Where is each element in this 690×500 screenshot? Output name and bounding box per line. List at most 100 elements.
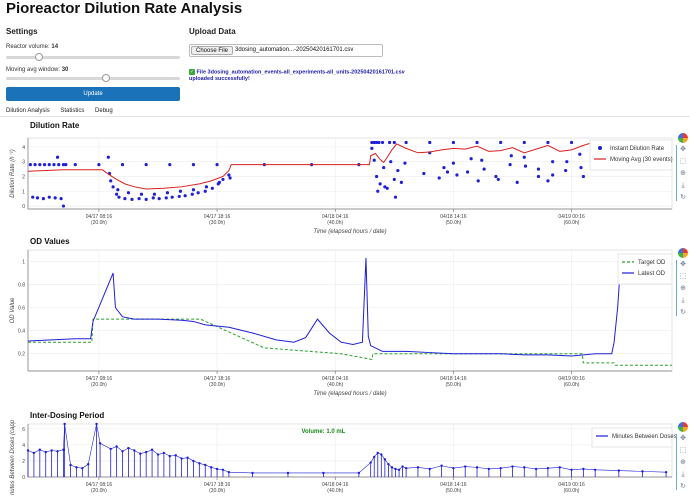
data-point (451, 140, 455, 145)
upload-success-message: ✓ File 3dosing_automation_events-all_exp… (189, 69, 419, 83)
moving-avg-window-slider-handle[interactable] (102, 74, 111, 82)
reset-icon[interactable]: ↻ (680, 309, 686, 316)
reactor-volume-slider-handle[interactable] (35, 53, 44, 61)
data-point (120, 163, 125, 167)
data-point (190, 192, 194, 196)
legend-box (617, 253, 673, 285)
data-point (164, 196, 168, 200)
data-point (451, 161, 455, 165)
data-point (494, 174, 498, 179)
y-tick-label: 2 (22, 174, 25, 180)
tab-bar: Dilution Analysis Statistics Debug (6, 108, 122, 114)
data-point (396, 168, 400, 173)
legend-box (591, 427, 673, 448)
bokeh-logo-icon (678, 422, 688, 432)
box-zoom-icon[interactable]: ⬚ (679, 273, 687, 280)
data-point (196, 191, 200, 195)
moving-avg-window-slider[interactable] (6, 74, 180, 82)
box-zoom-icon[interactable]: ⬚ (679, 447, 687, 454)
dilution-rate-chart-svg[interactable]: 0 1 2 3 4 04/17 08:16(20.0h) 04/17 18:16(30.0h… (0, 130, 676, 235)
choose-file-button[interactable]: Choose File (191, 46, 234, 55)
save-icon[interactable]: ⤓ (681, 182, 685, 189)
plot-area (27, 137, 673, 210)
data-point (61, 204, 66, 208)
data-point (168, 163, 172, 167)
y-tick-label: 0 (22, 204, 25, 210)
inter-dosing-chart-title: Inter-Dosing Period (30, 411, 105, 420)
y-tick-label: 0.8 (18, 283, 25, 289)
data-point (579, 165, 583, 170)
reactor-volume-slider-track[interactable] (6, 56, 180, 59)
tab-dilution-analysis[interactable]: Dilution Analysis (6, 108, 50, 114)
data-point (428, 140, 432, 145)
x-tick-hours: (20.0h) (91, 382, 107, 388)
moving-avg-window-slider-track[interactable] (6, 77, 180, 80)
data-point (41, 197, 45, 201)
x-tick-hours: (30.0h) (209, 220, 225, 226)
x-tick-date: 04/19 00:16 (558, 214, 585, 220)
data-point (59, 197, 63, 201)
wheel-zoom-icon[interactable]: ⊕ (680, 170, 686, 177)
data-point (422, 171, 426, 176)
x-tick-date: 04/18 14:16 (440, 482, 467, 488)
data-point (57, 163, 61, 167)
data-point (480, 158, 484, 162)
y-tick-label: 3 (22, 160, 25, 166)
file-input[interactable]: Choose File 3dosing_automation...-202504… (189, 44, 383, 57)
pan-icon[interactable]: ✥ (680, 146, 686, 153)
settings-heading: Settings (6, 27, 38, 36)
data-point (515, 180, 519, 184)
data-point (144, 197, 148, 201)
update-button[interactable]: Update (6, 87, 180, 101)
wheel-zoom-icon[interactable]: ⊕ (680, 285, 686, 292)
legend-label: Moving Avg (30 events) (610, 157, 673, 163)
data-point (117, 195, 121, 199)
reset-icon[interactable]: ↻ (680, 194, 686, 201)
x-tick-hours: (30.0h) (209, 488, 225, 494)
pan-icon[interactable]: ✥ (680, 261, 686, 268)
x-tick-hours: (50.0h) (445, 220, 461, 226)
data-point (227, 173, 231, 177)
data-point (177, 194, 181, 199)
data-point (393, 195, 398, 199)
bokeh-logo-icon (678, 133, 688, 143)
toolbar-active-indicator (676, 434, 677, 490)
data-point (215, 163, 219, 167)
tab-debug[interactable]: Debug (95, 108, 113, 114)
od-values-chart-svg[interactable]: 0.2 0.4 0.6 0.8 1 04/17 08:16(20.0h) 04/17 18:… (0, 246, 676, 406)
od-values-toolbar: ✥ ⬚ ⊕ ⤓ ↻ (676, 246, 690, 321)
reset-icon[interactable]: ↻ (680, 483, 686, 490)
data-point (47, 195, 51, 199)
data-point (546, 140, 550, 145)
data-point (522, 140, 526, 145)
data-point (42, 163, 47, 167)
data-point (106, 155, 110, 159)
inter-dosing-chart-svg[interactable]: 0 2 4 6 04/17 08:16(20.0h) 04/17 18:16(30.0h)… (0, 400, 677, 500)
x-axis-label: Time (elapsed hours / date) (313, 391, 386, 397)
od-values-chart[interactable]: 0.2 0.4 0.6 0.8 1 04/17 08:16 (20.0h) 04/17 18:… (0, 246, 690, 406)
x-tick-hours: (60.0h) (564, 382, 580, 388)
reactor-volume-slider[interactable] (6, 53, 180, 61)
tab-statistics[interactable]: Statistics (60, 108, 85, 114)
upload-heading: Upload Data (189, 27, 236, 36)
data-point (374, 140, 379, 145)
y-tick-label: 0.2 (18, 352, 25, 358)
y-tick-label: 1 (22, 260, 25, 266)
pan-icon[interactable]: ✥ (680, 435, 686, 442)
selected-file-name: 3dosing_automation...-20250420161701.csv (235, 47, 354, 53)
x-tick-date: 04/17 08:16 (86, 376, 113, 382)
inter-dosing-chart[interactable]: 0 2 4 6 04/17 08:16 (20.0h) 04/17 18:16 (30.0h)… (0, 400, 690, 500)
dilution-rate-chart[interactable]: 0 1 2 3 4 04/17 08:16 (20.0h) 04/17 18:16 (30.0h… (0, 130, 690, 235)
series-line (27, 423, 667, 474)
chart-annotation: Volume: 1.0 mL (301, 429, 345, 435)
legend-marker (598, 146, 602, 150)
box-zoom-icon[interactable]: ⬚ (679, 158, 687, 165)
data-point (61, 163, 66, 167)
data-point (221, 177, 225, 182)
save-icon[interactable]: ⤓ (681, 297, 685, 304)
wheel-zoom-icon[interactable]: ⊕ (680, 459, 686, 466)
data-point (55, 155, 60, 159)
x-tick-hours: (50.0h) (445, 382, 461, 388)
save-icon[interactable]: ⤓ (681, 471, 685, 478)
data-point (389, 160, 393, 164)
